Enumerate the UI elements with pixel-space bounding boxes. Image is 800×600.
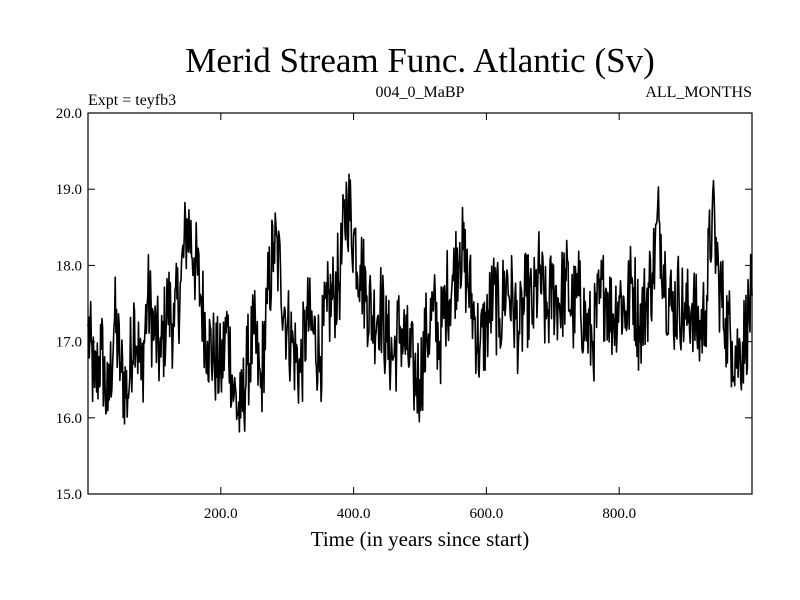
y-tick-label: 15.0: [56, 487, 82, 503]
x-axis: 200.0 400.0 600.0 800.0: [204, 113, 636, 522]
y-tick-label: 17.0: [56, 335, 82, 351]
subtitle-period: 004_0_MaBP: [376, 84, 465, 101]
x-tick-label: 200.0: [204, 506, 238, 522]
y-tick-label: 18.0: [56, 258, 82, 274]
series-line: [87, 173, 753, 433]
plot-frame: [87, 112, 753, 495]
y-tick-label: 20.0: [56, 106, 82, 122]
y-tick-label: 16.0: [56, 411, 82, 427]
chart-title: Merid Stream Func. Atlantic (Sv): [185, 41, 655, 80]
x-tick-label: 400.0: [337, 506, 371, 522]
x-axis-label: Time (in years since start): [311, 527, 530, 551]
y-axis: 15.0 16.0 17.0 18.0 19.0 20.0: [56, 106, 752, 503]
x-tick-label: 800.0: [602, 506, 636, 522]
y-tick-label: 19.0: [56, 182, 82, 198]
subtitle-months: ALL_MONTHS: [645, 84, 752, 101]
subtitle-experiment: Expt = teyfb3: [88, 92, 176, 109]
x-tick-label: 600.0: [470, 506, 504, 522]
